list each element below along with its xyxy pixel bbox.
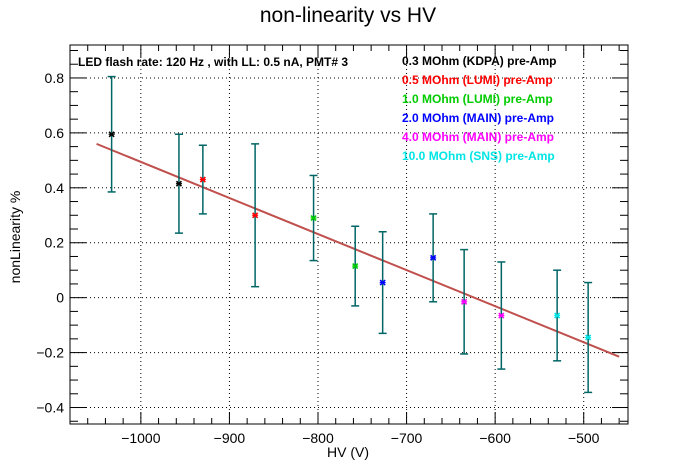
legend-entry: 0.5 MOhm (LUMI) pre-Amp bbox=[402, 73, 553, 87]
data-points bbox=[108, 131, 592, 341]
plot-frame bbox=[69, 44, 629, 425]
y-axis-title: nonLinearity % bbox=[7, 191, 23, 284]
data-point bbox=[252, 212, 259, 219]
legend-entry: 4.0 MOhm (MAIN) pre-Amp bbox=[402, 130, 554, 144]
legend-entry: 0.3 MOhm (KDPA) pre-Amp bbox=[402, 54, 556, 68]
data-point bbox=[175, 180, 183, 187]
data-point bbox=[352, 263, 359, 270]
header-annotation: LED flash rate: 120 Hz , with LL: 0.5 nA… bbox=[78, 55, 348, 69]
data-point bbox=[461, 298, 468, 305]
x-tick-label: −900 bbox=[214, 430, 246, 446]
data-point bbox=[199, 176, 206, 183]
legend-entry: 10.0 MOhm (SNS) pre-Amp bbox=[402, 149, 555, 163]
x-tick-label: −800 bbox=[302, 430, 334, 446]
y-tick-label: 0.6 bbox=[45, 125, 65, 141]
y-tick-label: 0.2 bbox=[45, 235, 65, 251]
data-point bbox=[379, 279, 386, 286]
legend-entry: 2.0 MOhm (MAIN) pre-Amp bbox=[402, 111, 554, 125]
legend-entry: 1.0 MOhm (LUMI) pre-Amp bbox=[402, 92, 553, 106]
chart-title: non-linearity vs HV bbox=[260, 4, 436, 27]
y-tick-label: −0.4 bbox=[36, 400, 64, 416]
x-axis-ticks: −1000 −900 −800 −700 −600 −500 bbox=[69, 45, 620, 446]
y-axis-ticks: −0.4 −0.2 0 0.2 0.4 0.6 0.8 bbox=[36, 49, 628, 422]
y-tick-label: 0 bbox=[56, 290, 64, 306]
y-tick-label: −0.2 bbox=[36, 345, 64, 361]
data-point bbox=[498, 312, 505, 319]
fit-line bbox=[96, 142, 620, 358]
data-point bbox=[585, 334, 592, 341]
x-axis-title: HV (V) bbox=[327, 444, 369, 460]
legend: 0.3 MOhm (KDPA) pre-Amp 0.5 MOhm (LUMI) p… bbox=[402, 54, 556, 163]
data-point bbox=[430, 254, 437, 261]
y-tick-label: 0.4 bbox=[45, 180, 65, 196]
data-point bbox=[108, 131, 115, 138]
data-point bbox=[310, 214, 317, 222]
y-tick-label: 0.8 bbox=[45, 70, 65, 86]
x-tick-label: −600 bbox=[479, 430, 511, 446]
fit-line-group bbox=[96, 142, 620, 358]
x-tick-label: −500 bbox=[568, 430, 600, 446]
x-tick-label: −1000 bbox=[121, 430, 161, 446]
grid bbox=[70, 45, 628, 424]
x-tick-label: −700 bbox=[391, 430, 423, 446]
data-point bbox=[554, 312, 561, 319]
